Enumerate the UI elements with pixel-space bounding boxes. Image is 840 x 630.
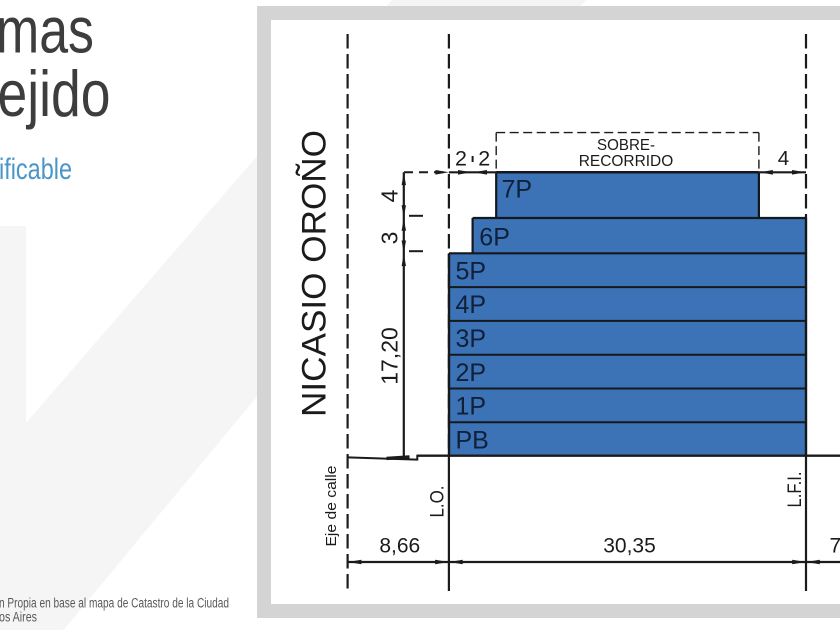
- svg-text:7P: 7P: [502, 176, 533, 204]
- svg-text:SOBRE-: SOBRE-: [597, 137, 655, 154]
- svg-text:17,20: 17,20: [376, 327, 402, 385]
- svg-text:7,6: 7,6: [830, 535, 840, 558]
- svg-text:1P: 1P: [456, 393, 487, 421]
- svg-text:n Propia en base al mapa de Ca: n Propia en base al mapa de Catastro de …: [0, 596, 229, 611]
- svg-text:ificable: ificable: [0, 153, 72, 186]
- svg-text:4: 4: [376, 189, 402, 202]
- svg-text:2: 2: [455, 147, 467, 171]
- svg-text:8,66: 8,66: [379, 535, 420, 558]
- svg-text:ejido: ejido: [0, 57, 111, 130]
- svg-text:30,35: 30,35: [603, 535, 656, 558]
- svg-text:4P: 4P: [456, 291, 487, 319]
- svg-text:5P: 5P: [456, 257, 487, 285]
- svg-text:PB: PB: [456, 426, 489, 454]
- svg-text:mas: mas: [0, 0, 94, 67]
- svg-text:6P: 6P: [479, 224, 510, 252]
- svg-text:3P: 3P: [456, 325, 487, 353]
- svg-text:3: 3: [376, 232, 402, 245]
- svg-text:4: 4: [778, 147, 789, 170]
- svg-text:L.F.I.: L.F.I.: [785, 472, 806, 508]
- svg-text:2: 2: [478, 147, 490, 171]
- svg-text:Eje de calle: Eje de calle: [324, 466, 340, 547]
- svg-text:RECORRIDO: RECORRIDO: [579, 153, 674, 170]
- svg-text:2P: 2P: [456, 359, 487, 387]
- svg-text:NICASIO OROÑO: NICASIO OROÑO: [296, 130, 334, 417]
- svg-text:os Aires: os Aires: [0, 610, 37, 625]
- svg-text:L.O.: L.O.: [427, 486, 448, 518]
